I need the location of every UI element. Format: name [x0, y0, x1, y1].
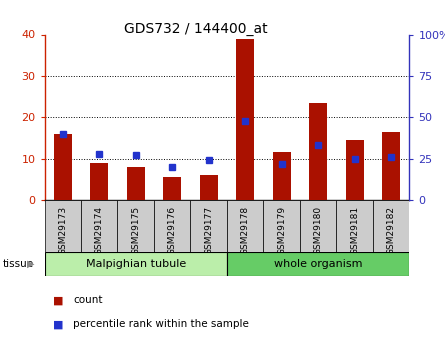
Bar: [81, 200, 117, 252]
Bar: [190, 200, 227, 252]
Bar: [154, 200, 190, 252]
Text: GSM29174: GSM29174: [95, 206, 104, 255]
Text: whole organism: whole organism: [274, 259, 362, 269]
Bar: [263, 200, 300, 252]
Bar: [272, 152, 291, 200]
Text: GSM29176: GSM29176: [168, 206, 177, 255]
Bar: [300, 200, 336, 252]
Bar: [90, 163, 109, 200]
Text: GSM29182: GSM29182: [387, 206, 396, 255]
Text: percentile rank within the sample: percentile rank within the sample: [73, 319, 249, 329]
Text: ▶: ▶: [27, 259, 35, 269]
Text: GDS732 / 144400_at: GDS732 / 144400_at: [124, 22, 267, 37]
Bar: [163, 177, 182, 200]
Text: GSM29177: GSM29177: [204, 206, 213, 255]
Text: GSM29178: GSM29178: [241, 206, 250, 255]
Text: GSM29181: GSM29181: [350, 206, 359, 255]
Bar: [336, 200, 373, 252]
Bar: [309, 103, 328, 200]
Bar: [346, 140, 364, 200]
Bar: [44, 252, 227, 276]
Text: GSM29180: GSM29180: [314, 206, 323, 255]
Text: ■: ■: [53, 295, 64, 305]
Text: count: count: [73, 295, 103, 305]
Bar: [227, 200, 263, 252]
Text: GSM29179: GSM29179: [277, 206, 286, 255]
Text: Malpighian tubule: Malpighian tubule: [85, 259, 186, 269]
Bar: [200, 175, 218, 200]
Bar: [54, 134, 72, 200]
Bar: [117, 200, 154, 252]
Text: tissue: tissue: [2, 259, 33, 269]
Bar: [382, 132, 400, 200]
Bar: [44, 200, 81, 252]
Bar: [373, 200, 409, 252]
Text: ■: ■: [53, 319, 64, 329]
Text: GSM29175: GSM29175: [131, 206, 140, 255]
Bar: [127, 167, 145, 200]
Bar: [236, 39, 255, 200]
Bar: [227, 252, 409, 276]
Text: GSM29173: GSM29173: [58, 206, 67, 255]
